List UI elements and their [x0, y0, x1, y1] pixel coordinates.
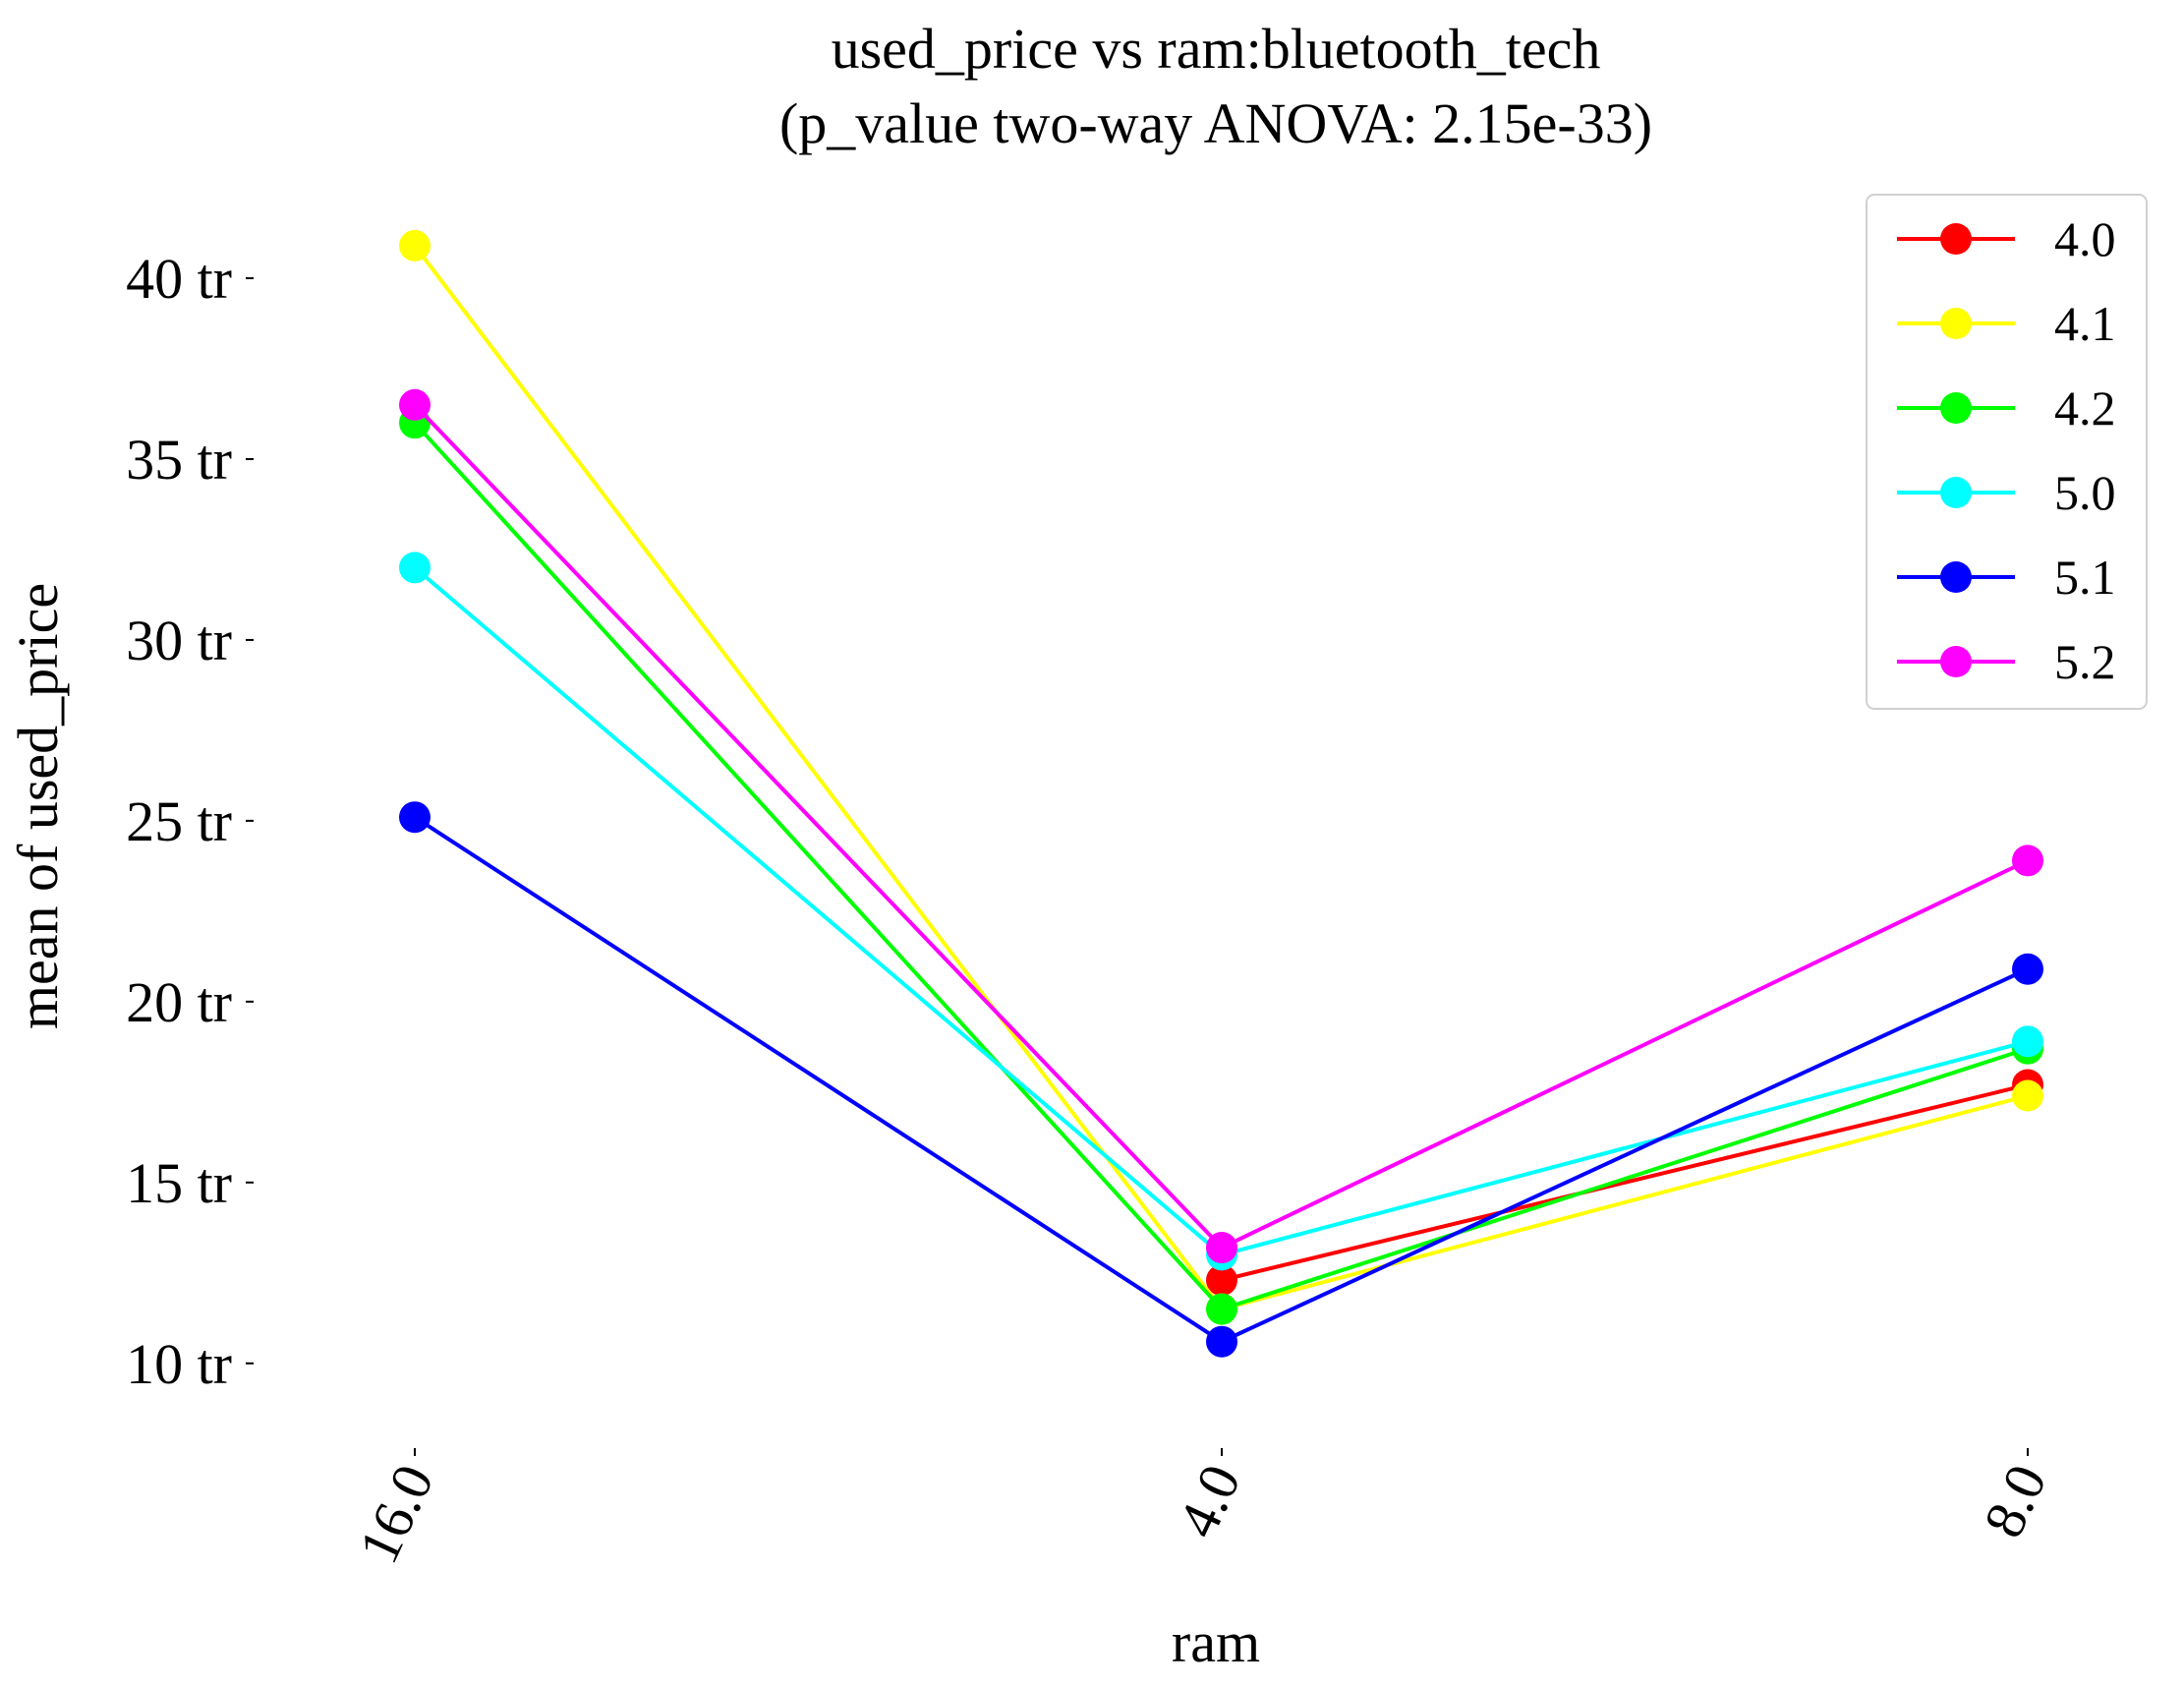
legend-label: 4.0 [2054, 211, 2116, 266]
data-point [1206, 1264, 1237, 1297]
data-point [2012, 1025, 2043, 1058]
y-tick-label: 10 tr [126, 1332, 232, 1396]
series-5.1 [399, 801, 2043, 1358]
legend-item: 5.1 [1897, 550, 2116, 605]
legend-item: 4.0 [1897, 211, 2116, 266]
legend-label: 5.2 [2054, 634, 2116, 689]
legend-label: 5.0 [2054, 465, 2116, 520]
x-axis-label: ram [1172, 1610, 1260, 1674]
y-tick-label: 30 tr [126, 609, 232, 672]
y-tick-label: 35 tr [126, 428, 232, 492]
legend-frame [1866, 194, 2148, 710]
legend-swatch-marker [1940, 392, 1972, 424]
data-point [1206, 1232, 1237, 1264]
legend-swatch-marker [1940, 477, 1972, 508]
y-tick-label: 15 tr [126, 1151, 232, 1215]
data-point [2012, 844, 2043, 877]
data-point [399, 801, 431, 834]
y-tick-label: 20 tr [126, 970, 232, 1034]
legend-swatch-marker [1940, 308, 1972, 339]
chart-title: used_price vs ram:bluetooth_tech [832, 17, 1601, 81]
series-5.2 [399, 388, 2043, 1264]
legend-swatch-marker [1940, 646, 1972, 677]
legend-item: 5.2 [1897, 634, 2116, 689]
legend-item: 4.1 [1897, 296, 2116, 351]
y-axis-label: mean of used_price [6, 583, 70, 1029]
chart-subtitle: (p_value two-way ANOVA: 2.15e-33) [779, 91, 1652, 155]
legend-label: 4.1 [2054, 296, 2116, 351]
data-point [399, 552, 431, 584]
legend-item: 4.2 [1897, 380, 2116, 436]
legend-swatch-marker [1940, 223, 1972, 255]
series-line [1221, 1082, 2029, 1283]
data-point [2012, 953, 2043, 985]
y-tick-label: 25 tr [126, 789, 232, 853]
y-tick-label: 40 tr [126, 247, 232, 311]
legend-swatch-marker [1940, 561, 1972, 593]
legend-label: 4.2 [2054, 380, 2116, 436]
data-point [2012, 1079, 2043, 1112]
series-group [399, 229, 2043, 1358]
data-point [1206, 1325, 1237, 1358]
legend: 4.0 4.1 4.2 5.0 5.1 5.2 [1866, 194, 2148, 710]
legend-label: 5.1 [2054, 550, 2116, 605]
data-point [1206, 1293, 1237, 1325]
data-point [399, 229, 431, 262]
y-axis: 10 tr 15 tr 20 tr 25 tr 30 tr 35 tr 40 tr [126, 247, 254, 1396]
data-point [399, 388, 431, 421]
legend-item: 5.0 [1897, 465, 2116, 520]
